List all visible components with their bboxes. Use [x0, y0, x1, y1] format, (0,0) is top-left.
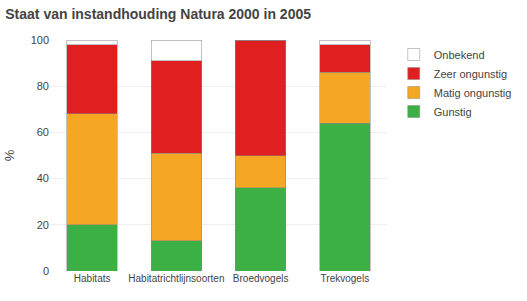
- svg-text:Onbekend: Onbekend: [434, 49, 485, 61]
- svg-text:Staat van instandhouding Natur: Staat van instandhouding Natura 2000 in …: [5, 6, 311, 22]
- svg-text:20: 20: [37, 219, 49, 231]
- svg-text:80: 80: [37, 80, 49, 92]
- svg-text:Habitats: Habitats: [74, 273, 111, 284]
- svg-text:40: 40: [37, 172, 49, 184]
- svg-text:Gunstig: Gunstig: [434, 106, 472, 118]
- svg-text:Broedvogels: Broedvogels: [233, 273, 289, 284]
- svg-text:Zeer ongunstig: Zeer ongunstig: [434, 68, 507, 80]
- svg-text:Habitatrichtlijnsoorten: Habitatrichtlijnsoorten: [128, 273, 224, 284]
- svg-text:100: 100: [31, 34, 49, 46]
- svg-text:%: %: [2, 149, 17, 161]
- svg-text:60: 60: [37, 126, 49, 138]
- svg-text:Trekvogels: Trekvogels: [321, 273, 370, 284]
- svg-text:0: 0: [43, 265, 49, 277]
- svg-text:Matig ongunstig: Matig ongunstig: [434, 87, 512, 99]
